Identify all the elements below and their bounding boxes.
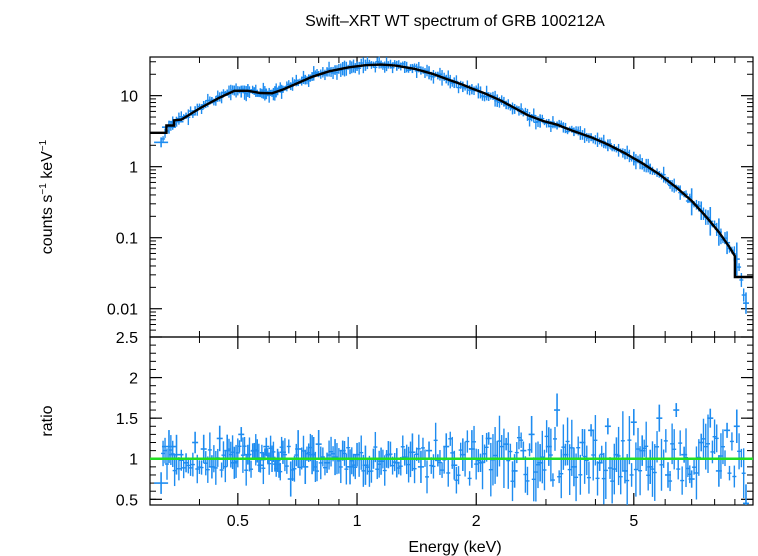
- ratio-y-tick-label: 2: [129, 371, 138, 388]
- ratio-ylabel: ratio: [39, 405, 56, 436]
- x-axis-label: Energy (keV): [408, 539, 501, 556]
- ratio-marks: [150, 393, 753, 505]
- ratio-ticks: 0.5 1 2 5 0.5 1 1.5 2 2.5: [116, 330, 753, 530]
- y-tick-label: 0.1: [116, 231, 138, 248]
- y-tick-label: 10: [120, 89, 138, 106]
- ratio-y-tick-label: 0.5: [116, 492, 138, 509]
- spectrum-ylabel: counts s−1 keV−1: [38, 139, 56, 254]
- model-line: [150, 63, 753, 279]
- spectrum-ticks: 0.01 0.1 1 10: [107, 57, 753, 337]
- x-tick-label: 0.5: [227, 513, 249, 530]
- ratio-frame: [149, 336, 754, 506]
- ratio-panel: 0.5 1 2 5 0.5 1 1.5 2 2.5 ratio Energy (keV): [39, 330, 754, 556]
- ratio-y-tick-label: 1.5: [116, 411, 138, 428]
- spectrum-marks: [150, 56, 753, 314]
- chart-title: Swift–XRT WT spectrum of GRB 100212A: [305, 13, 605, 30]
- x-tick-label: 5: [629, 513, 638, 530]
- ylabel-exp-2: −1: [38, 139, 49, 151]
- ratio-y-tick-label: 1: [129, 452, 138, 469]
- ratio-y-tick-label: 2.5: [116, 330, 138, 347]
- y-tick-label: 1: [129, 160, 138, 177]
- ylabel-exp-1: −1: [38, 183, 49, 195]
- x-tick-label: 1: [353, 513, 362, 530]
- ylabel-kev: keV: [39, 151, 56, 183]
- spectrum-frame: [149, 56, 754, 338]
- y-tick-label: 0.01: [107, 302, 138, 319]
- x-tick-label: 2: [472, 513, 481, 530]
- ylabel-counts: counts s: [39, 195, 56, 255]
